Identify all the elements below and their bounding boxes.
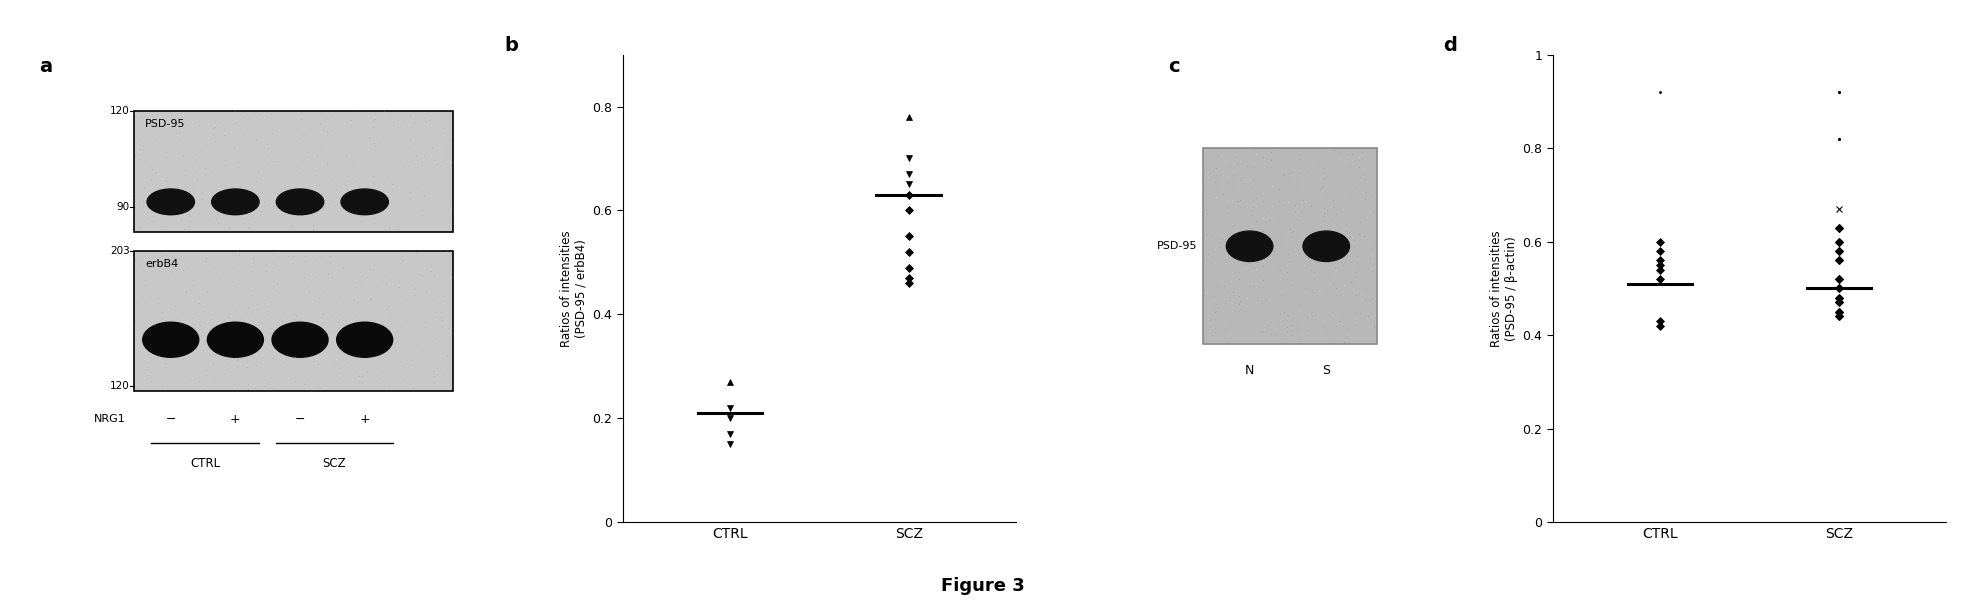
Text: 90: 90 [116, 202, 130, 211]
Text: PSD-95: PSD-95 [1156, 241, 1197, 251]
Ellipse shape [144, 322, 199, 358]
Text: a: a [39, 57, 53, 76]
Text: 120: 120 [110, 106, 130, 116]
Y-axis label: Ratios of intensities
(PSD-95 / erbB4): Ratios of intensities (PSD-95 / erbB4) [560, 230, 588, 347]
Text: c: c [1168, 57, 1180, 76]
Text: erbB4: erbB4 [145, 259, 179, 270]
Text: Figure 3: Figure 3 [942, 577, 1024, 595]
Text: N: N [1244, 364, 1254, 376]
Ellipse shape [1227, 231, 1272, 262]
Text: b: b [505, 36, 519, 55]
Ellipse shape [340, 189, 389, 215]
Text: −: − [295, 413, 305, 426]
Ellipse shape [1303, 231, 1349, 262]
Text: CTRL: CTRL [191, 457, 220, 470]
Ellipse shape [271, 322, 328, 358]
Text: +: + [360, 413, 370, 426]
Ellipse shape [206, 322, 263, 358]
Ellipse shape [212, 189, 260, 215]
Bar [134, 251, 452, 391]
Y-axis label: Ratios of intensities
(PSD-95 / β-actin): Ratios of intensities (PSD-95 / β-actin) [1490, 230, 1518, 347]
Ellipse shape [336, 322, 393, 358]
Text: PSD-95: PSD-95 [145, 119, 185, 129]
Text: SCZ: SCZ [322, 457, 346, 470]
Text: S: S [1323, 364, 1331, 376]
Text: +: + [230, 413, 240, 426]
Ellipse shape [147, 189, 195, 215]
Text: 203: 203 [110, 246, 130, 256]
Text: d: d [1443, 36, 1457, 55]
Bar [134, 110, 452, 232]
Bar [1203, 148, 1378, 344]
Text: −: − [165, 413, 177, 426]
Text: 120: 120 [110, 381, 130, 392]
Text: NRG1: NRG1 [94, 414, 126, 424]
Ellipse shape [277, 189, 324, 215]
